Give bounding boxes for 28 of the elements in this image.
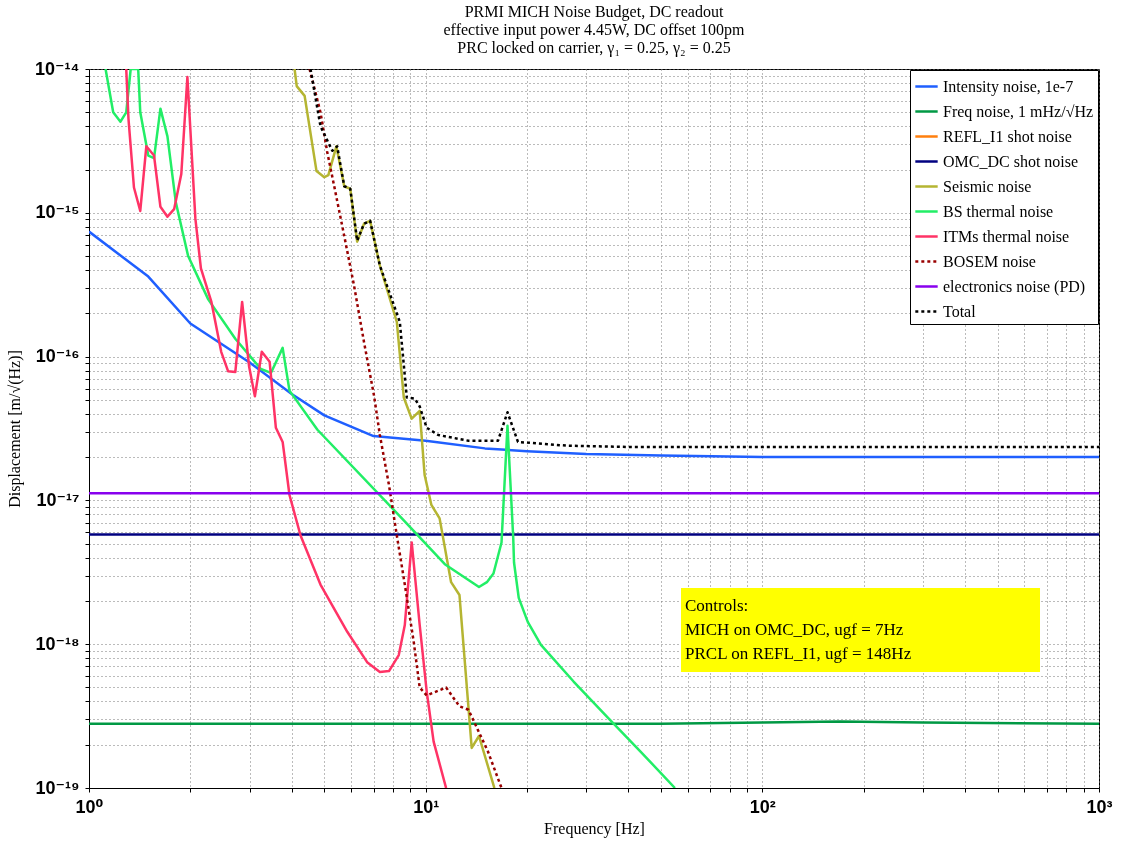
x-tick-label: 10¹ (413, 796, 440, 817)
legend-label: electronics noise (PD) (943, 277, 1086, 296)
y-tick-label: 10⁻¹⁶ (35, 346, 80, 367)
y-tick-label: 10⁻¹⁸ (35, 633, 80, 654)
legend-label: Seismic noise (943, 177, 1032, 195)
chart-title: PRMI MICH Noise Budget, DC readout (464, 3, 724, 21)
y-axis-title: Displacement [m/√(Hz)] (6, 350, 25, 508)
x-axis-title: Frequency [Hz] (544, 819, 645, 838)
y-tick-label: 10⁻¹⁵ (35, 202, 80, 223)
x-tick-label: 10³ (1086, 796, 1113, 817)
y-tick-label: 10⁻¹⁷ (36, 489, 80, 510)
legend-label: OMC_DC shot noise (943, 152, 1079, 170)
chart-subtitle: effective input power 4.45W, DC offset 100pm PRC locked on carrier, γ₁ = 0.25, γ₂ = 0.25 (443, 21, 746, 57)
legend-label: ITMs thermal noise (943, 227, 1070, 245)
y-tick-label: 10⁻¹⁹ (35, 777, 80, 798)
x-tick-label: 10⁰ (75, 796, 104, 817)
x-tick-label: 10² (749, 796, 776, 817)
legend-label: BS thermal noise (943, 202, 1054, 220)
legend-label: Freq noise, 1 mHz/√Hz (943, 102, 1094, 121)
y-tick-label: 10⁻¹⁴ (35, 58, 80, 79)
legend-label: REFL_I1 shot noise (943, 127, 1072, 145)
annotation: Controls: (685, 595, 750, 617)
annotation: PRCL on REFL_I1, ugf = 148Hz (685, 643, 913, 665)
legend-label: Intensity noise, 1e-7 (943, 77, 1074, 96)
note-box: Controls: MICH on OMC_DC, ugf = 7Hz PRCL on REFL_I1, ugf = 148Hz (681, 588, 1040, 672)
annotation: MICH on OMC_DC, ugf = 7Hz (685, 619, 905, 641)
legend-label: Total (943, 302, 977, 320)
legend-label: BOSEM noise (943, 252, 1036, 270)
